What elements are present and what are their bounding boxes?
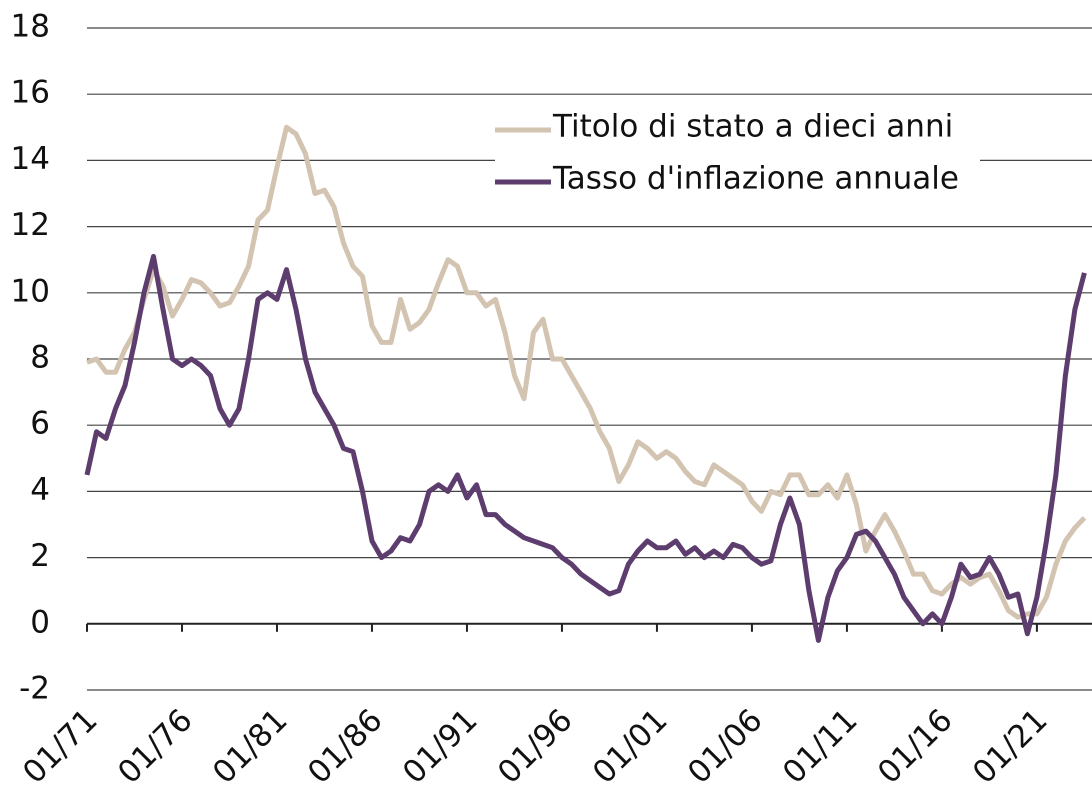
x-tick-label: 01/91 <box>396 702 485 791</box>
x-tick-label: 01/81 <box>206 702 295 791</box>
y-tick-label: -2 <box>19 671 50 707</box>
x-tick-label: 01/11 <box>776 702 865 791</box>
y-tick-label: 12 <box>11 207 50 243</box>
x-tick-label: 01/71 <box>16 702 105 791</box>
x-tick-label: 01/86 <box>301 702 390 791</box>
y-tick-label: 6 <box>30 406 50 442</box>
x-tick-label: 01/06 <box>681 702 770 791</box>
series-line <box>86 124 1087 620</box>
x-tick-label: 01/21 <box>966 702 1055 791</box>
lines <box>84 124 1087 643</box>
legend-label: Titolo di stato a dieci anni <box>552 109 953 145</box>
x-tick-label: 01/01 <box>586 702 675 791</box>
legend-background <box>495 108 980 208</box>
legend-label: Tasso d'inflazione annuale <box>552 161 959 197</box>
x-tick-label: 01/16 <box>871 702 960 791</box>
legend: Titolo di stato a dieci anni Tasso d'infl… <box>495 108 980 208</box>
y-tick-label: 14 <box>11 141 50 177</box>
y-tick-label: 0 <box>30 604 50 640</box>
y-tick-label: 18 <box>11 9 50 45</box>
y-tick-label: 2 <box>30 538 50 574</box>
y-tick-label: 4 <box>30 472 50 508</box>
x-tick-label: 01/96 <box>491 702 580 791</box>
y-tick-label: 8 <box>30 340 50 376</box>
series-line <box>84 253 1087 643</box>
x-tick-label: 01/76 <box>111 702 200 791</box>
y-tick-label: 10 <box>11 273 50 309</box>
y-tick-label: 16 <box>11 75 50 111</box>
